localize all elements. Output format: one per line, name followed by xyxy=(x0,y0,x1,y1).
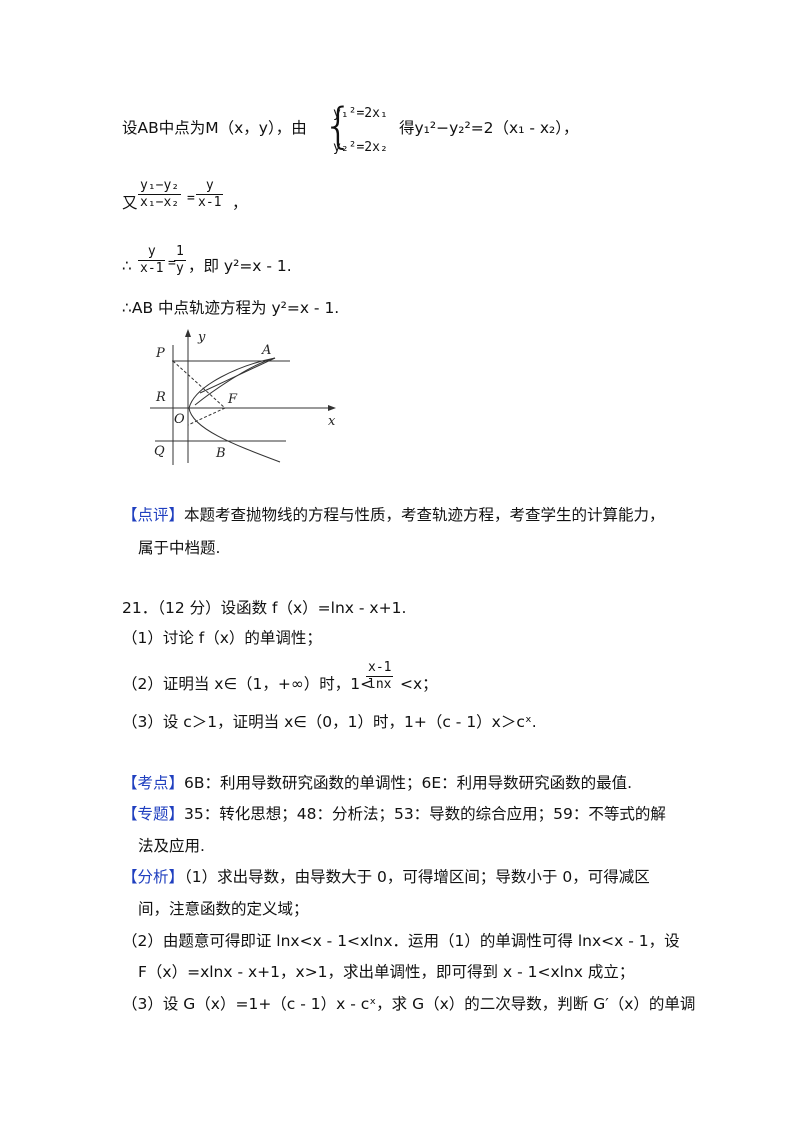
question-3: （3）设 c＞1，证明当 x∈（0，1）时，1+（c - 1）x＞cˣ. xyxy=(122,713,537,731)
line-A-F xyxy=(199,357,276,394)
fraction-1-over-y: 1 y xyxy=(174,244,186,276)
kaodian-tag: 【考点】 xyxy=(122,774,185,792)
system-brace: { xyxy=(323,98,354,154)
dashed-F-O xyxy=(187,407,226,426)
x-axis-arrow xyxy=(328,405,336,411)
review-tag: 【点评】 xyxy=(122,506,185,524)
label-O: O xyxy=(174,412,185,427)
fraction-slope: y₁−y₂ x₁−x₂ xyxy=(138,178,182,210)
fraction-y-over-x-1-b: y x-1 xyxy=(138,244,166,276)
fenxi-line-2: 间，注意函数的定义域； xyxy=(138,900,309,918)
line-again-prefix: 又 xyxy=(122,194,138,212)
line-derived: 得y₁²−y₂²=2（x₁ - x₂）， xyxy=(399,119,579,137)
fenxi-tag: 【分析】 xyxy=(122,868,185,886)
parabola-figure: P R O Q A F B x y xyxy=(150,329,336,465)
review-line-1: 【点评】本题考查抛物线的方程与性质，考查轨迹方程，考查学生的计算能力， xyxy=(122,506,665,524)
problem-title: 21．（12 分）设函数 f（x）=lnx - x+1. xyxy=(122,599,407,617)
zhuanti-line-2: 法及应用. xyxy=(138,837,205,855)
label-P: P xyxy=(155,346,165,361)
fenxi-line-5: （3）设 G（x）=1+（c - 1）x - cˣ，求 G（x）的二次导数，判断… xyxy=(122,995,696,1013)
question-2: （2）证明当 x∈（1，+∞）时，1< xyxy=(122,675,374,693)
y-axis-arrow xyxy=(185,329,191,337)
equation-1: y₁²=2x₁ xyxy=(333,106,388,121)
zhuanti-tag: 【专题】 xyxy=(122,805,185,823)
review-line-2: 属于中档题. xyxy=(138,539,221,557)
label-x: x xyxy=(328,414,336,429)
question-1: （1）讨论 f（x）的单调性； xyxy=(122,629,322,647)
kaodian-line: 【考点】6B：利用导数研究函数的单调性；6E：利用导数研究函数的最值. xyxy=(122,774,633,792)
fenxi-line-3: （2）由题意可得即证 lnx<x - 1<xlnx．运用（1）的单调性可得 ln… xyxy=(122,932,680,950)
equation-2: y₂²=2x₂ xyxy=(333,140,388,155)
line-midpoint-setup: 设AB中点为M（x，y），由 xyxy=(122,119,307,137)
line-locus: ∴AB 中点轨迹方程为 y²=x - 1. xyxy=(122,299,340,317)
label-A: A xyxy=(261,343,271,358)
label-B: B xyxy=(215,446,226,461)
zhuanti-line-1: 【专题】35：转化思想；48：分析法；53：导数的综合应用；59：不等式的解 xyxy=(122,805,666,823)
label-Q: Q xyxy=(154,444,165,459)
dashed-P-F xyxy=(172,360,226,409)
fenxi-line-1: 【分析】（1）求出导数，由导数大于 0，可得增区间；导数小于 0，可得减区 xyxy=(122,868,650,886)
label-F: F xyxy=(227,392,238,407)
label-R: R xyxy=(155,390,166,405)
fenxi-line-4: F（x）=xlnx - x+1，x>1，求出单调性，即可得到 x - 1<xln… xyxy=(138,963,635,981)
fraction-y-over-x-1: y x-1 xyxy=(196,178,224,210)
fraction-x-1-over-lnx: x-1 lnx xyxy=(366,660,394,692)
line-result: ，即 y²=x - 1. xyxy=(188,257,292,275)
parabola xyxy=(188,357,281,463)
label-y: y xyxy=(197,330,206,345)
